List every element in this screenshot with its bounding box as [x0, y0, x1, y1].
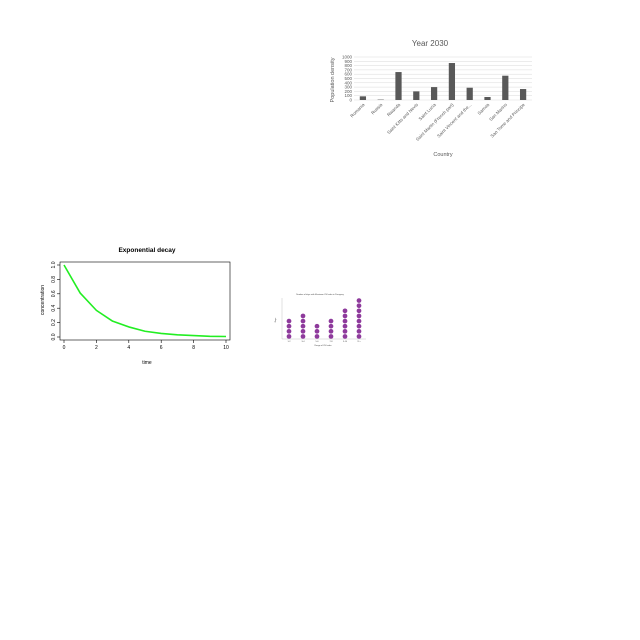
dot-chart-dot — [342, 328, 348, 334]
line-chart-title: Exponential decay — [118, 247, 175, 254]
dot-chart-title: Number of days with Maximum UV Index in … — [296, 293, 343, 296]
line-chart-ytick: 0.0 — [51, 333, 57, 340]
line-chart-series-line — [63, 264, 227, 338]
bar-chart-bar — [359, 96, 367, 100]
bar-chart-xtick: Saint Vincent and the... — [436, 102, 472, 138]
dot-chart-dot — [286, 334, 292, 339]
dot-chart-dot — [356, 298, 362, 303]
bar-chart-ytick: 100 — [344, 93, 352, 98]
dot-chart-dot — [286, 323, 292, 329]
dot-chart-dot — [314, 328, 320, 334]
dot-chart-dot — [356, 318, 362, 324]
dot-chart-dot — [356, 334, 362, 339]
line-chart-ytick: 0.4 — [51, 305, 57, 312]
dot-chart-xtick: 9-10 — [343, 341, 348, 343]
bar-chart-ytick: 900 — [344, 59, 352, 64]
dot-chart-dot — [286, 328, 292, 334]
bar-chart-title: Year 2030 — [412, 39, 449, 48]
bar-chart-ytick: 500 — [344, 76, 352, 81]
bar-chart-bar — [395, 72, 402, 100]
bar-chart-ytick: 1000 — [342, 55, 353, 60]
dot-chart-dot — [356, 303, 362, 309]
bar-chart-bar — [502, 75, 509, 100]
line-chart-xtick: 8 — [192, 345, 195, 351]
bar-chart-xtick: Sao Tome and Principe — [489, 102, 526, 139]
bar-chart-bar — [430, 87, 438, 100]
bar-chart-xtick: Rwanda — [386, 102, 402, 118]
bar-chart-xtick: Samoa — [477, 102, 491, 116]
dot-chart-ylabel: Days — [275, 318, 277, 323]
bar-chart-bar — [413, 91, 420, 100]
dot-chart-dot — [300, 328, 306, 334]
bar-chart-bar — [466, 87, 473, 100]
bar-chart-xlabel: Country — [433, 152, 453, 158]
dot-chart-dot — [314, 334, 320, 339]
dot-chart-xlabel: Range of UV Index — [315, 345, 332, 347]
dot-chart-dot — [342, 313, 348, 319]
dot-chart-dot — [328, 328, 334, 334]
line-chart-plot-box — [59, 261, 231, 341]
line-chart-xtick: 0 — [63, 345, 66, 351]
dot-chart-dot — [328, 323, 334, 329]
dot-chart-dot — [342, 308, 348, 314]
line-chart-ytick: 0.6 — [51, 290, 57, 297]
bar-chart-ytick: 600 — [344, 72, 352, 77]
dot-chart-dot — [300, 318, 306, 324]
dot-chart-dot — [342, 323, 348, 329]
dot-chart-dot — [286, 318, 292, 324]
dot-chart-xtick: 1-2 — [288, 341, 292, 343]
dot-chart-dot — [328, 334, 334, 339]
bar-chart-ytick: 700 — [344, 67, 352, 72]
dot-chart-xtick: 11+ — [357, 341, 361, 343]
dot-chart-xtick: 3-4 — [302, 341, 306, 343]
uv-index-dot-chart: Number of days with Maximum UV Index in … — [275, 293, 366, 347]
line-chart-ytick: 0.8 — [51, 276, 57, 283]
bar-chart-ytick: 200 — [344, 89, 352, 94]
dot-chart-dot — [328, 318, 334, 324]
dot-chart-dot — [342, 318, 348, 324]
dot-chart-dot — [356, 308, 362, 314]
bar-chart-xtick: Russia — [370, 102, 384, 116]
bar-chart-ytick: 800 — [344, 63, 352, 68]
bar-chart-ytick: 300 — [344, 85, 352, 90]
dot-chart-dot — [300, 313, 306, 319]
line-chart-xtick: 2 — [95, 345, 98, 351]
bar-chart-bar — [484, 96, 491, 100]
bar-chart-xtick: Saint Kitts and Nevis — [386, 102, 419, 135]
dot-chart-dot — [314, 323, 320, 329]
population-density-bar-chart: Year 2030 Population density Country 010… — [330, 39, 532, 158]
bar-chart-bar — [519, 89, 527, 100]
line-chart-xtick: 6 — [160, 345, 163, 351]
dot-chart-xtick: 5-6 — [316, 341, 320, 343]
bar-chart-xtick: Romania — [349, 102, 366, 119]
bar-chart-bar — [448, 63, 456, 100]
line-chart-ylabel: concentration — [40, 285, 46, 315]
dot-chart-dot — [356, 328, 362, 334]
exponential-decay-line-chart: Exponential decay concentration time 0 2 4… — [40, 247, 231, 366]
dot-chart-dot — [300, 323, 306, 329]
dot-chart-dot — [356, 313, 362, 319]
bar-chart-ytick: 0 — [349, 98, 352, 103]
line-chart-xtick: 4 — [127, 345, 130, 351]
bar-chart-ytick: 400 — [344, 80, 352, 85]
dot-chart-xtick: 7-8 — [330, 341, 334, 343]
line-chart-xtick: 10 — [223, 345, 229, 351]
line-chart-ytick: 1.0 — [51, 261, 57, 268]
dot-chart-dot — [356, 323, 362, 329]
line-chart-ytick: 0.2 — [51, 319, 57, 326]
line-chart-xlabel: time — [142, 360, 152, 366]
dot-chart-dot — [300, 334, 306, 339]
bar-chart-ylabel: Population density — [330, 57, 336, 102]
dot-chart-dot — [342, 334, 348, 339]
